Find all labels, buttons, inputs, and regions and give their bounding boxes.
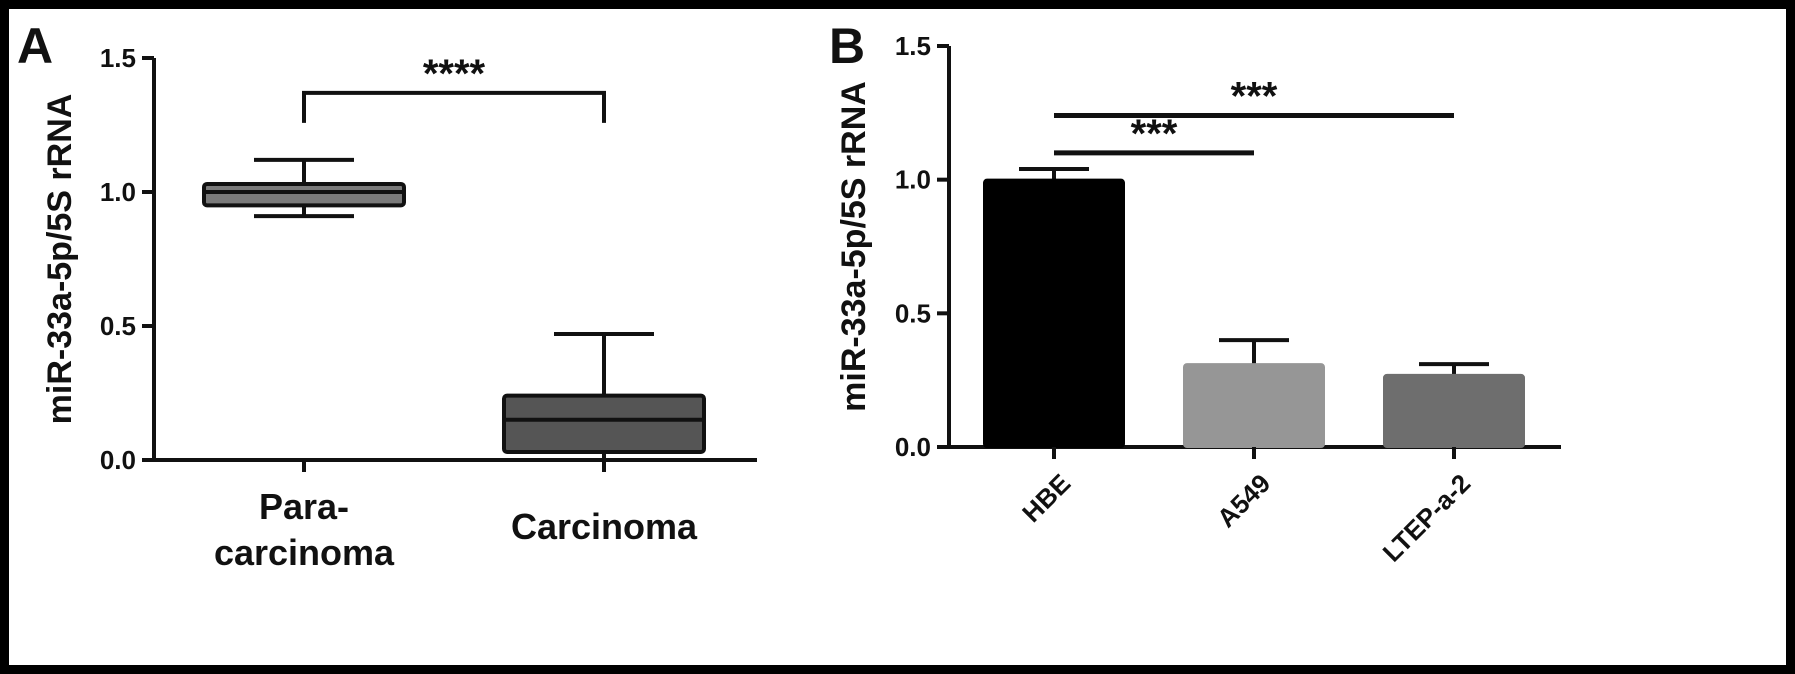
y-tick-label: 1.5	[100, 43, 136, 73]
x-tick-label: Para-carcinoma	[214, 486, 395, 573]
y-axis-label: miR-33a-5p/5S rRNA	[41, 94, 79, 425]
significance-bracket	[302, 90, 606, 123]
bar	[1183, 363, 1325, 449]
x-tick-label: Carcinoma	[511, 506, 698, 547]
y-tick-label: 0.0	[895, 432, 931, 462]
y-tick-label: 1.5	[895, 31, 931, 61]
panel-label: B	[829, 18, 865, 74]
x-tick-label: LTEP-a-2	[1377, 468, 1477, 568]
significance-label: ***	[1231, 75, 1278, 119]
y-tick-label: 0.0	[100, 445, 136, 475]
y-tick-label: 1.0	[895, 165, 931, 195]
panel-label: A	[17, 18, 53, 74]
x-tick-label: A549	[1211, 468, 1276, 533]
figure-svg: A 0.0 0.5 1.0 1.5 miR-33a-5p/5S rRNA Para-carc…	[17, 18, 1561, 573]
significance-label: ****	[423, 52, 486, 96]
bar	[1383, 373, 1525, 449]
x-tick-label: HBE	[1016, 468, 1076, 528]
box-body	[502, 393, 706, 454]
figure-panel: A 0.0 0.5 1.0 1.5 miR-33a-5p/5S rRNA Para-carc…	[9, 9, 1786, 665]
significance-label: ***	[1131, 112, 1178, 156]
y-tick-label: 0.5	[895, 298, 931, 328]
y-tick-label: 0.5	[100, 311, 136, 341]
y-axis-label: miR-33a-5p/5S rRNA	[835, 81, 873, 412]
bar	[983, 178, 1125, 449]
y-tick-label: 1.0	[100, 177, 136, 207]
box-body	[202, 181, 406, 208]
